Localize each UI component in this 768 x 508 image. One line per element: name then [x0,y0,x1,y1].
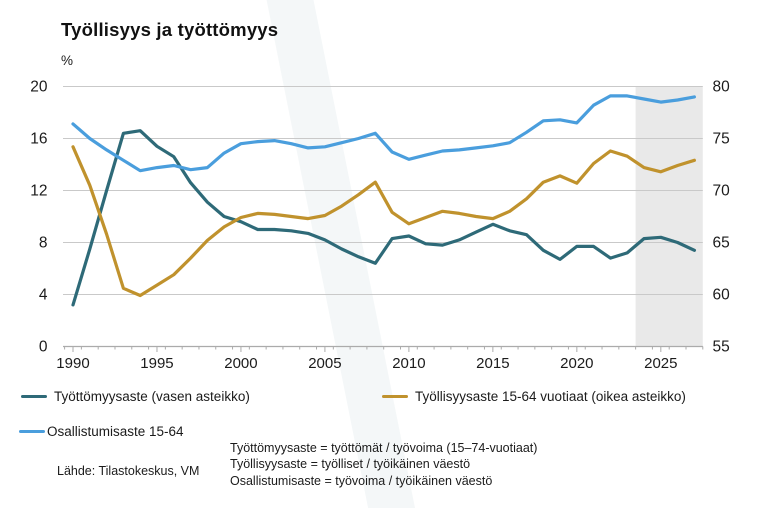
participation-line-swatch [19,429,45,434]
right-axis-tick-label: 60 [713,287,731,304]
left-axis-tick-label: 16 [30,131,47,148]
left-axis-tick-label: 4 [39,287,48,304]
series-line-2 [71,94,697,173]
employment-line-swatch [382,394,408,399]
x-axis-tick-label: 2010 [392,355,425,372]
x-axis-tick-label: 2015 [476,355,509,372]
x-axis-tick-label: 2000 [224,355,257,372]
right-axis-tick-label: 55 [713,339,730,356]
right-axis-tick-label: 65 [713,235,730,252]
forecast-shaded-region [635,86,703,347]
legend-label-employment: Työllisyysaste 15-64 vuotiaat (oikea ast… [415,389,686,404]
legend-item-unemployment: Työttömyysaste (vasen asteikko) [21,389,250,404]
x-axis-tick-label: 2005 [308,355,341,372]
footnote-employment-definition: Työllisyysaste = työlliset / työikäinen … [230,457,471,472]
legend-item-employment: Työllisyysaste 15-64 vuotiaat (oikea ast… [382,389,686,404]
legend-label-participation: Osallistumisaste 15-64 [47,424,184,439]
x-axis-tick-label: 2020 [560,355,593,372]
definition-footnotes: Työttömyysaste = työttömät / työvoima (1… [230,440,537,489]
x-axis-tick-label: 1995 [140,355,173,372]
x-axis-tick-label: 2025 [644,355,677,372]
series-line-1 [71,145,697,298]
right-axis-tick-label: 80 [713,79,731,96]
y-axis-unit-label: % [61,53,74,68]
footnote-unemployment-definition: Työttömyysaste = työttömät / työvoima (1… [230,441,538,455]
footnote-participation-definition: Osallistumisaste = työvoima / työikäinen… [230,473,493,488]
legend-label-unemployment: Työttömyysaste (vasen asteikko) [54,389,250,404]
right-axis-tick-label: 75 [713,131,730,148]
legend-item-participation: Osallistumisaste 15-64 [19,424,184,439]
unemployment-line-swatch [21,394,47,399]
left-axis-tick-label: 20 [30,79,48,96]
chart-title: Työllisyys ja työttömyys [61,19,279,40]
left-axis-tick-label: 0 [39,339,48,356]
source-note: Lähde: Tilastokeskus, VM [57,464,200,478]
right-axis-tick-label: 70 [713,183,731,200]
x-axis-tick-label: 1990 [56,355,89,372]
left-axis-tick-label: 8 [39,235,48,252]
left-axis-tick-label: 12 [30,183,47,200]
series-line-0 [71,129,697,307]
